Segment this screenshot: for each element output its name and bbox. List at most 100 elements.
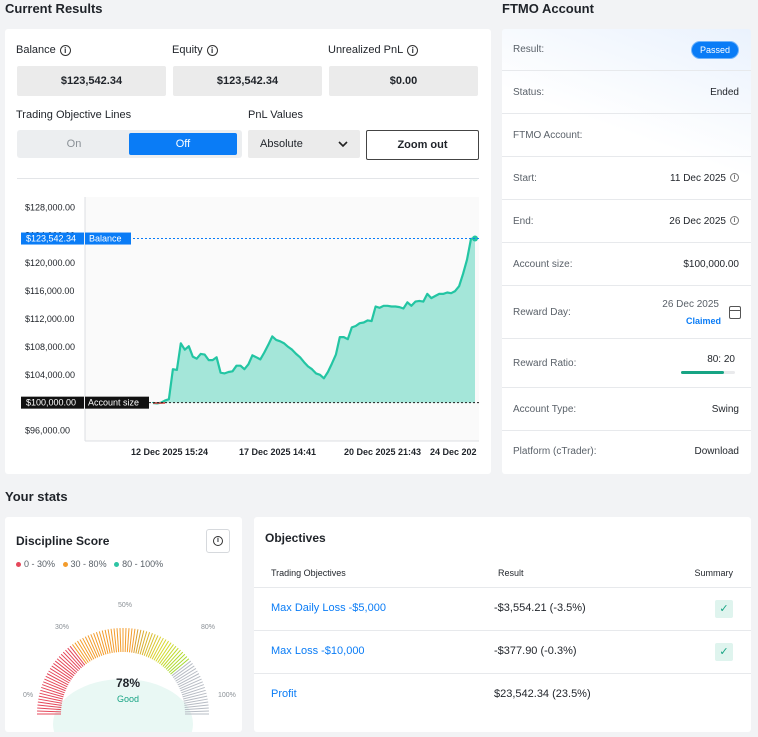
balance-value-tag — [21, 232, 84, 245]
legend-teal-dot — [114, 562, 120, 568]
current-results-heading: Current Results — [5, 1, 103, 16]
gauge-tick — [69, 645, 86, 666]
ftmo-row-2: FTMO Account: — [502, 114, 751, 157]
balance-tag-text: $123,542.34 — [26, 234, 76, 244]
ftmo-row-8: Account Type: Swing — [502, 388, 751, 431]
date-info-icon[interactable]: i — [730, 173, 739, 183]
gauge-tick — [160, 645, 177, 666]
balance-label-tag — [85, 232, 131, 245]
ftmo-row-6: Reward Day: 26 Dec 2025 Claimed — [502, 286, 751, 339]
gauge-tick — [37, 701, 62, 706]
gauge-tick — [37, 710, 62, 713]
reward-ratio-bar — [681, 370, 735, 374]
objective-result: -$3,554.21 (-3.5%) — [494, 602, 586, 614]
gauge-tick — [110, 628, 115, 653]
divider — [17, 178, 479, 179]
ftmo-row-value: Ended — [710, 86, 739, 98]
gauge-tick — [184, 704, 209, 709]
ftmo-row-5: Account size: $100,000.00 — [502, 243, 751, 286]
objective-result: $23,542.34 (23.5%) — [494, 688, 591, 700]
gauge-tick — [77, 640, 91, 662]
pnl-values-select[interactable]: Absolute — [248, 130, 360, 158]
gauge-tick — [56, 658, 76, 675]
check-icon: ✓ — [715, 643, 733, 661]
header-divider — [254, 587, 751, 588]
gauge-tick — [153, 639, 167, 661]
account-value-tag — [21, 396, 84, 409]
gauge-tick — [38, 698, 63, 704]
gauge-tick — [180, 681, 203, 692]
gauge-tick — [165, 651, 184, 670]
status-badge: Passed — [690, 41, 739, 59]
gauge-tick — [62, 651, 81, 670]
ftmo-row-label: Status: — [513, 86, 545, 98]
discipline-gauge: 0% 30% 50% 80% 100% 78% Good — [23, 602, 236, 732]
objectives-card: Objectives Trading Objectives Result Sum… — [254, 517, 751, 732]
balance-area — [153, 238, 475, 404]
download-link[interactable]: Download — [694, 446, 739, 457]
objective-name-link[interactable]: Max Loss -$10,000 — [271, 645, 365, 657]
y-tick-label: $108,000.00 — [25, 342, 75, 352]
date-info-icon[interactable]: i — [730, 216, 739, 226]
gauge-tick — [139, 631, 148, 655]
gauge-tick — [40, 689, 64, 698]
objective-lines-label: Trading Objective Lines — [16, 109, 132, 121]
gauge-tick — [38, 695, 63, 702]
objective-result: -$377.90 (-0.3%) — [494, 645, 577, 657]
equity-info-icon[interactable]: i — [206, 44, 218, 56]
objective-name-link[interactable]: Profit — [271, 688, 297, 700]
gauge-tick — [159, 644, 174, 665]
gauge-tick — [157, 642, 172, 663]
gauge-tick — [126, 628, 130, 653]
gauge-label: 50% — [118, 602, 132, 609]
claimed-link[interactable]: Claimed — [685, 315, 721, 326]
legend-red: 0 - 30% — [24, 559, 56, 569]
gauge-tick — [143, 633, 153, 656]
gauge-tick — [84, 636, 97, 659]
score-value: 78% — [116, 676, 140, 690]
gauge-tick — [87, 635, 99, 658]
gauge-tick — [155, 640, 169, 662]
calendar-icon[interactable] — [729, 305, 741, 319]
ftmo-row-label: Result: — [513, 44, 545, 55]
gauge-tick — [162, 647, 179, 667]
gauge-tick — [39, 692, 63, 700]
gauge-tick — [101, 630, 109, 654]
ftmo-row-value: Swing — [711, 403, 739, 415]
gauge-tick — [46, 673, 69, 686]
gauge-tick — [53, 663, 74, 678]
gauge-tick — [67, 647, 84, 667]
gauge-tick — [58, 656, 78, 673]
objective-name-link[interactable]: Max Daily Loss -$5,000 — [271, 602, 386, 614]
col-trading-objectives: Trading Objectives — [271, 568, 346, 578]
account-label-text: Account size — [88, 398, 139, 408]
y-tick-label: $112,000.00 — [25, 314, 74, 324]
x-tick-label: 17 Dec 2025 14:41 — [239, 447, 316, 457]
gauge-tick — [133, 629, 139, 654]
gauge-tick — [172, 663, 193, 678]
legend-teal: 80 - 100% — [122, 559, 164, 569]
gauge-tick — [124, 628, 127, 653]
y-tick-label: $128,000.00 — [25, 202, 75, 212]
discipline-score-card: Discipline Score i 0 - 30% 30 - 80% 80 -… — [5, 517, 242, 732]
gauge-tick — [184, 710, 209, 713]
gauge-tick — [179, 678, 202, 690]
account-tag-text: $100,000.00 — [26, 398, 76, 408]
ftmo-row-7: Reward Ratio: 80: 20 — [502, 339, 751, 388]
zoom-out-button[interactable]: Zoom out — [366, 130, 479, 160]
ftmo-row-value: 11 Dec 2025 i — [670, 173, 739, 184]
balance-chart[interactable]: $128,000.00$124,000.00$120,000.00$116,00… — [5, 179, 491, 474]
toggle-on-option[interactable]: On — [66, 138, 82, 150]
gauge-tick — [116, 628, 120, 653]
balance-info-icon[interactable]: i — [59, 44, 71, 56]
gauge-tick — [119, 628, 122, 653]
discipline-info-button[interactable]: i — [206, 529, 230, 553]
toggle-off-option[interactable]: Off — [129, 133, 237, 155]
balance-value: $123,542.34 — [17, 66, 166, 96]
ftmo-row-3: Start: 11 Dec 2025 i — [502, 157, 751, 200]
gauge-tick — [79, 639, 93, 661]
col-result: Result — [498, 568, 524, 578]
unrealized-info-icon[interactable]: i — [407, 44, 419, 56]
gauge-label: 100% — [218, 692, 236, 699]
gauge-tick — [176, 670, 198, 684]
